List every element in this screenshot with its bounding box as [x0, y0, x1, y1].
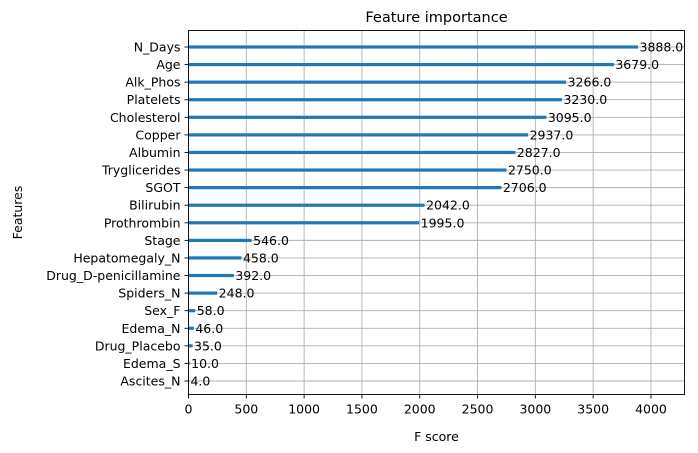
value-label: 2937.0	[530, 127, 574, 142]
y-tick-label: Drug_Placebo	[95, 338, 181, 353]
bar	[188, 45, 639, 49]
x-tick-label: 3500	[577, 402, 609, 417]
y-tick-label: Stage	[144, 233, 180, 248]
value-label: 3266.0	[568, 75, 612, 90]
bar	[188, 80, 567, 84]
y-tick-label: SGOT	[145, 180, 180, 195]
bar	[188, 361, 190, 366]
value-label: 3679.0	[615, 57, 659, 72]
x-tick-label: 500	[234, 402, 258, 417]
bar	[188, 309, 196, 313]
bar	[188, 150, 516, 155]
x-tick-label: 0	[185, 402, 193, 417]
value-label: 2750.0	[508, 163, 552, 178]
y-axis-label: Features	[10, 186, 25, 240]
bars	[188, 45, 639, 383]
chart-title: Feature importance	[365, 10, 507, 26]
bar	[188, 115, 547, 119]
y-tick-label: Bilirubin	[129, 198, 180, 213]
bar	[188, 133, 529, 137]
value-label: 2042.0	[426, 198, 470, 213]
y-tick-label: Drug_D-penicillamine	[46, 268, 181, 283]
bar	[188, 62, 614, 67]
value-label: 4.0	[190, 374, 210, 389]
x-ticks: 0 500 1000 1500 2000 2500 3000 3500 4000	[185, 394, 667, 417]
value-label: 1995.0	[421, 215, 465, 230]
y-tick-label: Edema_N	[122, 321, 181, 336]
bar	[188, 273, 234, 278]
value-label: 392.0	[235, 268, 271, 283]
y-tick-label: Spiders_N	[118, 286, 180, 301]
bar	[188, 186, 502, 190]
x-tick-label: 1500	[346, 402, 378, 417]
x-tick-label: 4000	[635, 402, 667, 417]
value-label: 546.0	[253, 233, 289, 248]
y-tick-label: N_Days	[134, 40, 181, 55]
x-tick-label: 2000	[404, 402, 436, 417]
value-label: 248.0	[219, 286, 255, 301]
y-tick-label: Cholesterol	[110, 110, 181, 125]
y-tick-label: Copper	[135, 127, 181, 142]
value-label: 2706.0	[503, 180, 547, 195]
bar	[188, 344, 193, 348]
value-label: 10.0	[191, 356, 219, 371]
value-label: 3230.0	[563, 92, 607, 107]
y-tick-label: Prothrombin	[104, 215, 181, 230]
y-tick-label: Sex_F	[144, 303, 180, 318]
bar	[188, 238, 252, 242]
y-tick-label: Edema_S	[123, 356, 181, 371]
y-tick-label: Platelets	[127, 92, 181, 107]
x-tick-label: 2500	[462, 402, 494, 417]
bar	[188, 326, 194, 330]
plot-frame	[188, 30, 685, 395]
y-tick-label: Tryglicerides	[101, 163, 181, 178]
value-label: 458.0	[243, 250, 279, 265]
value-label: 2827.0	[517, 145, 561, 160]
x-axis-label: F score	[414, 429, 459, 444]
y-tick-label: Albumin	[129, 145, 180, 160]
value-label: 58.0	[197, 303, 225, 318]
x-tick-label: 1000	[288, 402, 320, 417]
value-label: 3888.0	[640, 40, 684, 55]
y-tick-label: Alk_Phos	[125, 75, 180, 90]
bar	[188, 256, 242, 260]
y-tick-label: Age	[156, 57, 180, 72]
bar	[188, 221, 420, 225]
value-label: 46.0	[195, 321, 223, 336]
bar	[188, 203, 425, 207]
x-tick-label: 3000	[519, 402, 551, 417]
bar	[188, 98, 562, 102]
value-label: 3095.0	[548, 110, 592, 125]
bar	[188, 291, 218, 295]
y-tick-label: Hepatomegaly_N	[73, 250, 180, 265]
value-label: 35.0	[194, 338, 222, 353]
bar	[188, 168, 507, 172]
y-tick-labels: N_Days Age Alk_Phos Platelets Cholesterol Cop…	[46, 40, 189, 389]
y-tick-label: Ascites_N	[120, 374, 180, 389]
